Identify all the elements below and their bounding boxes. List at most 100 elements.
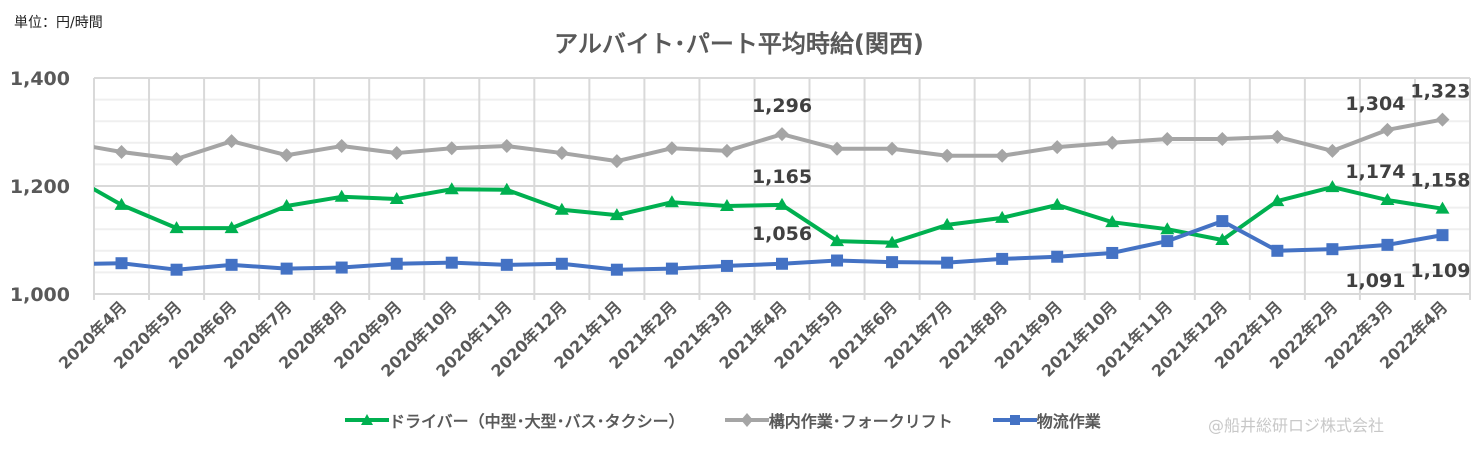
series-2 (94, 219, 1443, 272)
data-point-diamond (1270, 129, 1285, 144)
data-point-square (1106, 246, 1119, 259)
data-label: 1,056 (752, 223, 812, 245)
data-point-diamond (1380, 122, 1395, 137)
data-point-diamond (1105, 135, 1120, 150)
legend-item-driver: ドライバー（中型･大型･バス･タクシー） (345, 408, 685, 432)
data-point-triangle (334, 189, 349, 202)
data-point-square (1436, 229, 1449, 242)
data-point-triangle (279, 198, 294, 211)
data-point-triangle (885, 235, 900, 248)
data-point-square (1381, 238, 1394, 251)
data-label: 1,158 (1410, 170, 1470, 192)
data-point-square (115, 257, 128, 270)
data-point-diamond (995, 148, 1010, 163)
data-point-square (280, 262, 293, 275)
data-point-triangle (1105, 215, 1120, 228)
data-point-square (831, 254, 844, 267)
series-line (94, 185, 1443, 245)
data-point-triangle (499, 182, 514, 195)
credit-watermark: @船井総研ロジ株式会社 (1208, 416, 1385, 435)
data-point-square (1216, 215, 1229, 228)
data-point-triangle (224, 221, 239, 234)
legend: ドライバー（中型･大型･バス･タクシー） 構内作業･フォークリフト 物流作業 (345, 408, 1141, 432)
data-point-triangle (1325, 180, 1340, 193)
data-point-square (555, 257, 568, 270)
data-point-square (500, 258, 513, 271)
unit-label: 単位：円/時間 (14, 15, 103, 31)
data-point-square (941, 256, 954, 269)
data-point-square (1161, 235, 1174, 248)
data-point-square (720, 259, 733, 272)
data-point-diamond (224, 134, 239, 149)
data-point-triangle (114, 197, 129, 210)
legend-label: 物流作業 (1036, 412, 1101, 431)
data-point-diamond (499, 139, 514, 154)
data-label: 1,109 (1410, 260, 1470, 282)
data-point-diamond (719, 143, 734, 158)
legend-item-logistics: 物流作業 (992, 408, 1101, 432)
y-tick-label: 1,000 (10, 284, 70, 306)
data-point-square (610, 263, 623, 276)
data-point-square (170, 263, 183, 276)
data-point-triangle (444, 182, 459, 195)
data-point-square (886, 256, 899, 269)
data-point-triangle (1160, 222, 1175, 235)
data-point-triangle (775, 197, 789, 210)
data-point-square (445, 256, 458, 269)
square-marker-icon (992, 415, 1037, 425)
data-point-triangle (554, 202, 569, 215)
data-label: 1,174 (1345, 161, 1405, 183)
series-line (94, 117, 1443, 164)
data-label: 1,091 (1345, 270, 1405, 292)
y-tick-label: 1,400 (10, 68, 70, 90)
data-point-diamond (114, 144, 129, 159)
data-point-diamond (940, 148, 955, 163)
data-point-square (776, 257, 788, 270)
data-point-triangle (1380, 193, 1395, 206)
series-line (94, 219, 1443, 272)
data-label: 1,304 (1345, 93, 1405, 115)
data-point-diamond (389, 146, 404, 161)
data-point-diamond (169, 152, 184, 166)
data-point-triangle (169, 221, 184, 234)
data-point-diamond (775, 127, 789, 142)
data-point-square (1326, 243, 1339, 256)
triangle-marker-icon (345, 414, 389, 425)
data-point-square (996, 252, 1009, 265)
data-point-diamond (444, 141, 459, 156)
data-point-triangle (1270, 194, 1285, 207)
data-point-square (390, 257, 403, 270)
data-point-diamond (830, 141, 845, 156)
y-tick-label: 1,200 (10, 176, 70, 198)
legend-label: 構内作業･フォークリフト (768, 412, 953, 431)
data-point-diamond (1160, 132, 1175, 147)
data-point-triangle (1435, 201, 1450, 214)
data-point-triangle (719, 198, 734, 211)
data-point-triangle (389, 191, 404, 204)
series-0 (94, 185, 1443, 245)
data-point-square (665, 262, 678, 275)
data-point-diamond (279, 148, 294, 163)
data-point-diamond (1325, 143, 1340, 158)
data-point-diamond (1050, 140, 1065, 155)
data-label: 1,165 (752, 166, 812, 188)
data-point-diamond (885, 141, 900, 156)
diamond-marker-icon (724, 413, 769, 427)
data-point-triangle (1215, 233, 1230, 245)
data-point-square (1051, 250, 1064, 263)
data-point-diamond (1215, 132, 1230, 147)
data-point-triangle (1050, 197, 1065, 210)
data-point-square (335, 261, 348, 274)
data-label: 1,296 (752, 95, 812, 117)
legend-item-forklift: 構内作業･フォークリフト (724, 408, 953, 432)
data-point-diamond (1435, 112, 1450, 127)
data-point-diamond (664, 141, 679, 156)
data-point-triangle (995, 210, 1010, 223)
chart-title: アルバイト･パート平均時給(関西) (554, 30, 924, 58)
data-point-triangle (664, 195, 679, 208)
data-point-diamond (609, 154, 624, 169)
data-point-square (1271, 244, 1284, 257)
data-point-triangle (830, 234, 845, 247)
data-point-triangle (940, 217, 955, 230)
